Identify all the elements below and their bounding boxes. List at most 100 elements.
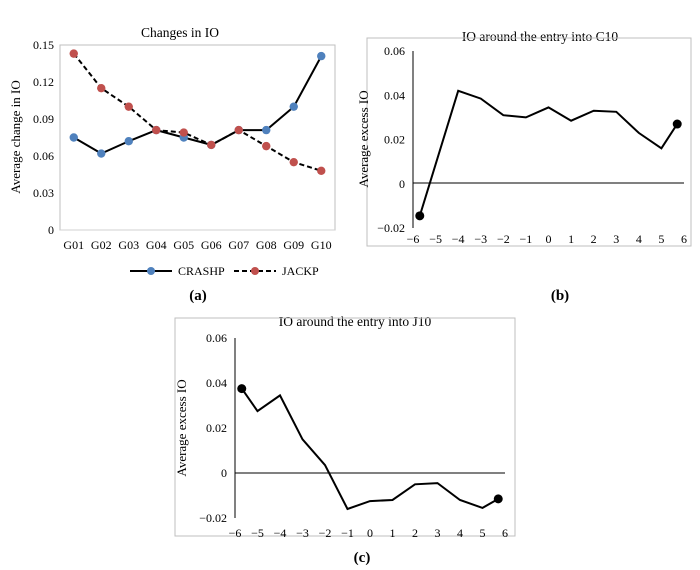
x-tick-label: 4	[457, 526, 463, 540]
data-point-jackp	[97, 83, 106, 93]
x-tick-label: −4	[274, 526, 287, 540]
panel-a-x-ticks: G01 G02 G03 G04 G05 G06 G07 G08 G09 G10	[63, 238, 331, 252]
x-tick-label: G06	[201, 238, 222, 252]
y-tick-label: 0.12	[33, 75, 54, 89]
x-tick-label: G08	[256, 238, 277, 252]
x-tick-label: G04	[146, 238, 167, 252]
x-tick-label: −1	[341, 526, 354, 540]
data-point-jackp	[289, 157, 298, 167]
x-tick-label: −6	[407, 232, 420, 246]
x-tick-label: G03	[118, 238, 139, 252]
endpoint-marker	[415, 211, 425, 221]
legend-jackp-marker	[251, 267, 259, 275]
y-tick-label: 0	[399, 177, 405, 191]
x-tick-label: 2	[412, 526, 418, 540]
data-point-crashp	[97, 149, 106, 158]
data-point-jackp	[207, 140, 216, 150]
series-line	[418, 89, 679, 217]
series-line-crashp	[73, 55, 323, 155]
y-tick-label: 0.09	[33, 112, 54, 126]
panel-b-chart-frame	[366, 37, 692, 247]
data-point-jackp	[262, 141, 271, 151]
x-tick-label: −4	[452, 232, 465, 246]
series-line-jackp	[73, 52, 322, 172]
x-tick-label: −2	[497, 232, 510, 246]
x-tick-label: 6	[681, 232, 687, 246]
y-tick-label: 0.04	[206, 376, 227, 390]
x-tick-label: 0	[546, 232, 552, 246]
x-tick-label: G09	[283, 238, 304, 252]
y-tick-label: 0.02	[384, 133, 405, 147]
x-tick-label: 1	[568, 232, 574, 246]
y-tick-label: 0.06	[384, 44, 405, 58]
panel-c-y-axis-label: Average excess IO	[174, 379, 189, 476]
x-tick-label: −2	[319, 526, 332, 540]
y-tick-label: 0.06	[33, 149, 54, 163]
panel-c-title: IO around the entry into J10	[279, 314, 432, 329]
y-tick-label: 0.15	[33, 38, 54, 52]
data-point-crashp	[69, 133, 78, 142]
panel-b-label: (b)	[551, 288, 569, 304]
data-point-jackp	[317, 166, 326, 175]
panel-b: IO around the entry into C10 Average exc…	[356, 29, 692, 304]
x-tick-label: 3	[613, 232, 619, 246]
data-point-jackp	[234, 125, 243, 135]
x-tick-label: −5	[429, 232, 442, 246]
panel-a-series	[69, 49, 326, 175]
legend-crashp-label: CRASHP	[178, 264, 225, 278]
y-tick-label: 0	[221, 466, 227, 480]
data-point-crashp	[262, 125, 271, 135]
panel-c-series	[237, 384, 503, 511]
panel-c-y-ticks: −0.02 0 0.02 0.04 0.06	[199, 331, 227, 525]
data-point-jackp	[179, 128, 188, 137]
y-tick-label: −0.02	[199, 511, 227, 525]
x-tick-label: 6	[502, 526, 508, 540]
data-point-crashp	[124, 137, 133, 146]
x-tick-label: G01	[63, 238, 84, 252]
panel-a-plot-frame	[59, 44, 336, 231]
y-tick-label: 0.03	[33, 186, 54, 200]
x-tick-label: 3	[435, 526, 441, 540]
endpoint-marker	[237, 384, 247, 394]
x-tick-label: −3	[296, 526, 309, 540]
y-tick-label: 0.04	[384, 88, 405, 102]
panel-a-label: (a)	[189, 288, 207, 304]
x-tick-label: −3	[474, 232, 487, 246]
x-tick-label: 4	[636, 232, 642, 246]
y-tick-label: 0	[48, 223, 54, 237]
panel-c-chart-frame	[174, 317, 516, 537]
y-tick-label: 0.02	[206, 421, 227, 435]
endpoint-marker	[493, 494, 503, 504]
data-point-jackp	[69, 49, 78, 58]
x-tick-label: −6	[229, 526, 242, 540]
x-tick-label: 0	[367, 526, 373, 540]
data-point-jackp	[124, 102, 133, 111]
y-tick-label: −0.02	[377, 221, 405, 235]
panel-a: Changes in IO Average change in IO 0 0.03…	[8, 25, 336, 304]
data-point-crashp	[317, 51, 326, 61]
panel-b-y-ticks: −0.02 0 0.02 0.04 0.06	[377, 44, 405, 235]
data-point-jackp	[152, 125, 161, 135]
x-tick-label: 1	[390, 526, 396, 540]
x-tick-label: G05	[173, 238, 194, 252]
panel-c-x-ticks: −6 −5 −4 −3 −2 −1 0 1 2 3 4 5 6	[229, 526, 508, 540]
x-tick-label: 5	[480, 526, 486, 540]
panel-c: IO around the entry into J10 Average exc…	[174, 314, 516, 566]
legend-crashp-marker	[147, 267, 155, 275]
x-tick-label: −5	[251, 526, 264, 540]
panel-b-title: IO around the entry into C10	[462, 29, 619, 44]
x-tick-label: G10	[311, 238, 332, 252]
endpoint-marker	[672, 119, 682, 129]
x-tick-label: G02	[91, 238, 112, 252]
panel-b-x-ticks: −6 −5 −4 −3 −2 −1 0 1 2 3 4 5 6	[407, 232, 687, 246]
panel-b-y-axis-label: Average excess IO	[356, 90, 371, 187]
series-line	[240, 388, 499, 511]
panel-a-title: Changes in IO	[141, 25, 219, 40]
panel-a-y-axis-label: Average change in IO	[8, 80, 23, 193]
panel-c-label: (c)	[354, 550, 371, 566]
x-tick-label: −1	[520, 232, 533, 246]
y-tick-label: 0.06	[206, 331, 227, 345]
panel-a-legend: CRASHP JACKP	[130, 264, 319, 278]
panel-b-series	[415, 89, 682, 221]
